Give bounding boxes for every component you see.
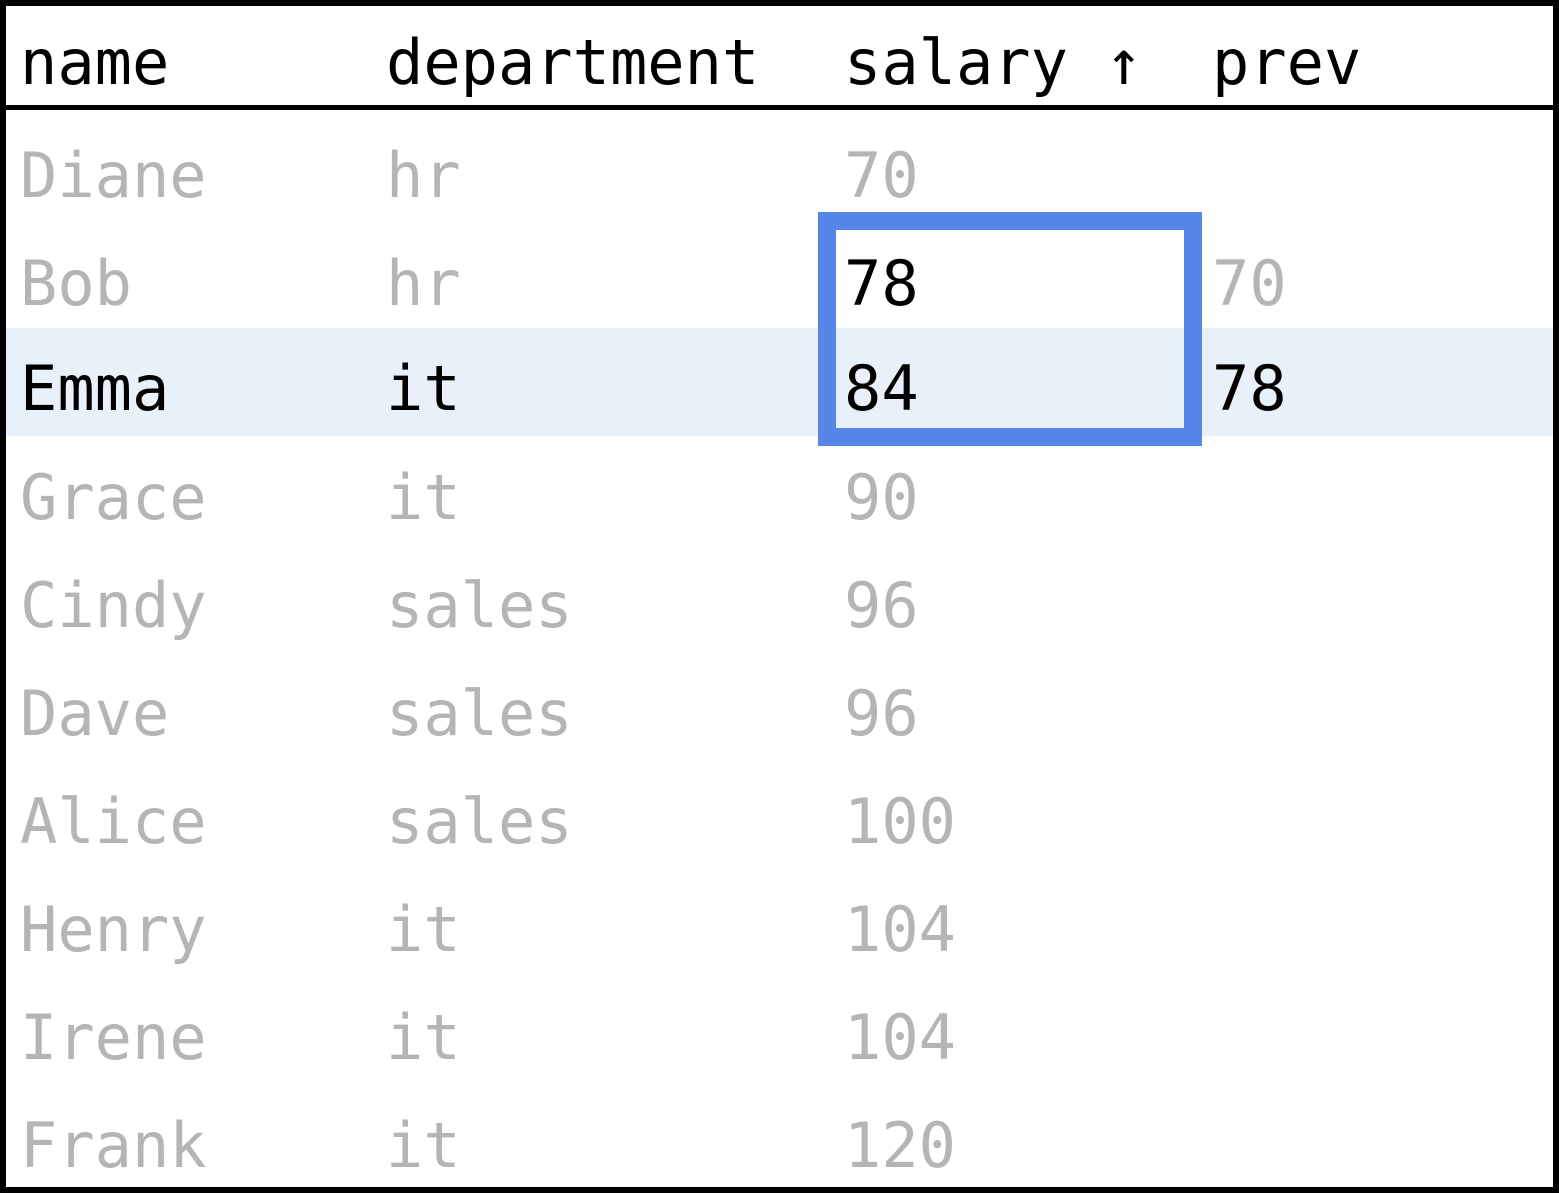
cell-department: sales [386, 785, 573, 858]
cell-department: hr [386, 139, 461, 212]
table-row: Frank it 120 [6, 1085, 1553, 1187]
table-row: Cindy sales 96 [6, 545, 1553, 653]
cell-department: it [386, 893, 461, 966]
column-header-salary-sorted-asc[interactable]: salary ↑ [844, 26, 1143, 99]
cell-department: it [386, 1001, 461, 1074]
cell-salary: 96 [844, 569, 919, 642]
table-row: Grace it 90 [6, 437, 1553, 545]
cell-salary: 120 [844, 1109, 956, 1182]
cell-department: sales [386, 677, 573, 750]
cell-salary: 96 [844, 677, 919, 750]
column-header-department[interactable]: department [386, 26, 760, 99]
cell-department: hr [386, 247, 461, 320]
cell-salary: 104 [844, 893, 956, 966]
column-header-name[interactable]: name [20, 26, 170, 99]
cell-department: it [386, 1109, 461, 1182]
cell-name: Diane [20, 139, 207, 212]
cell-name: Frank [20, 1109, 207, 1182]
table-row-current: Emma it 84 78 [6, 328, 1553, 436]
cell-salary: 90 [844, 461, 919, 534]
cell-salary: 70 [844, 139, 919, 212]
cell-department: it [386, 352, 461, 425]
cell-salary: 104 [844, 1001, 956, 1074]
cell-salary: 100 [844, 785, 956, 858]
cell-name: Cindy [20, 569, 207, 642]
column-header-prev[interactable]: prev [1212, 26, 1362, 99]
cell-department: it [386, 461, 461, 534]
cell-prev: 70 [1212, 247, 1287, 320]
table-row: Henry it 104 [6, 869, 1553, 977]
table-header: name department salary ↑ prev [6, 6, 1553, 110]
cell-name: Alice [20, 785, 207, 858]
table-row-previous: Bob hr 78 70 [6, 223, 1553, 331]
cell-prev: 78 [1212, 352, 1287, 425]
table-row: Alice sales 100 [6, 761, 1553, 869]
cell-salary: 84 [844, 352, 919, 425]
cell-name: Bob [20, 247, 132, 320]
cell-department: sales [386, 569, 573, 642]
table-row: Dave sales 96 [6, 653, 1553, 761]
cell-name: Grace [20, 461, 207, 534]
cell-name: Henry [20, 893, 207, 966]
cell-name: Emma [20, 352, 170, 425]
cell-salary: 78 [844, 247, 919, 320]
cell-name: Dave [20, 677, 170, 750]
table-row: Irene it 104 [6, 977, 1553, 1085]
table-row: Diane hr 70 [6, 115, 1553, 223]
cell-name: Irene [20, 1001, 207, 1074]
